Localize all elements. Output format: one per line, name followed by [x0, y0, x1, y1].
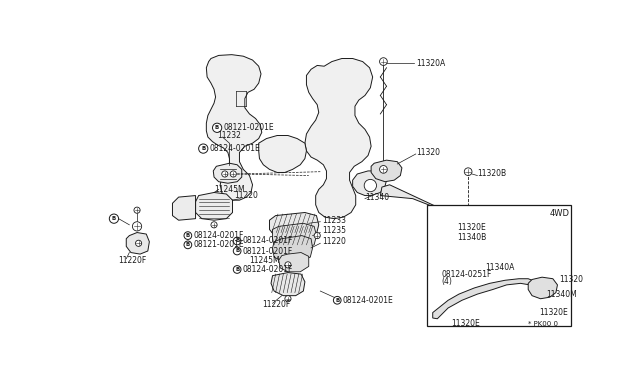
- Polygon shape: [305, 58, 372, 219]
- Polygon shape: [279, 253, 308, 272]
- Circle shape: [454, 298, 458, 302]
- Circle shape: [184, 241, 192, 249]
- Text: 08124-0201F: 08124-0201F: [193, 231, 244, 240]
- Circle shape: [212, 123, 221, 132]
- Polygon shape: [271, 273, 305, 296]
- Text: 11220: 11220: [322, 237, 346, 246]
- Text: B: B: [112, 216, 116, 221]
- Text: 11340: 11340: [365, 193, 389, 202]
- Circle shape: [230, 171, 236, 177]
- FancyBboxPatch shape: [427, 205, 572, 327]
- Polygon shape: [259, 135, 307, 173]
- Text: 11320A: 11320A: [416, 59, 445, 68]
- Text: 08124-0201F: 08124-0201F: [243, 237, 293, 246]
- Text: 11220: 11220: [234, 191, 258, 200]
- Text: 11320B: 11320B: [477, 170, 506, 179]
- Text: 11320E: 11320E: [539, 308, 568, 317]
- Text: 11320E: 11320E: [451, 319, 480, 328]
- Circle shape: [109, 214, 118, 223]
- Circle shape: [533, 308, 539, 314]
- Text: 08121-0201F: 08121-0201F: [243, 247, 292, 256]
- Text: B: B: [186, 242, 190, 247]
- Text: B: B: [201, 146, 205, 151]
- Circle shape: [285, 296, 291, 302]
- Polygon shape: [126, 232, 149, 254]
- Text: 11340B: 11340B: [458, 232, 486, 242]
- Polygon shape: [380, 185, 484, 273]
- Polygon shape: [213, 163, 242, 183]
- Polygon shape: [353, 171, 387, 196]
- Circle shape: [136, 240, 141, 246]
- Circle shape: [463, 259, 485, 280]
- Text: B: B: [215, 125, 220, 130]
- Text: B: B: [235, 267, 239, 272]
- Text: 08124-0251F: 08124-0251F: [441, 270, 492, 279]
- Text: 11220F: 11220F: [262, 301, 291, 310]
- Text: 08124-0201E: 08124-0201E: [342, 296, 394, 305]
- Circle shape: [184, 232, 192, 240]
- Text: 11320: 11320: [559, 275, 583, 284]
- Text: 11233: 11233: [322, 216, 346, 225]
- Circle shape: [480, 252, 488, 260]
- Text: 08124-0201F: 08124-0201F: [243, 265, 293, 274]
- Circle shape: [464, 219, 472, 227]
- Circle shape: [380, 58, 387, 65]
- Polygon shape: [196, 192, 232, 220]
- Circle shape: [364, 179, 376, 192]
- Text: B: B: [186, 233, 190, 238]
- Polygon shape: [172, 196, 196, 220]
- Polygon shape: [206, 55, 262, 200]
- Circle shape: [234, 237, 241, 245]
- Polygon shape: [273, 223, 316, 251]
- Text: B: B: [235, 248, 239, 253]
- Polygon shape: [269, 212, 319, 240]
- Text: 11245M: 11245M: [214, 185, 244, 194]
- Text: 11320E: 11320E: [458, 224, 486, 232]
- Circle shape: [516, 279, 521, 284]
- Text: 11340M: 11340M: [547, 290, 577, 299]
- Circle shape: [539, 284, 545, 290]
- Circle shape: [380, 166, 387, 173]
- Circle shape: [333, 296, 341, 304]
- Circle shape: [464, 168, 472, 176]
- Circle shape: [449, 236, 456, 244]
- Circle shape: [484, 284, 489, 289]
- Text: B: B: [434, 275, 438, 280]
- Circle shape: [432, 273, 440, 281]
- Text: 4WD: 4WD: [550, 209, 570, 218]
- Circle shape: [285, 262, 291, 268]
- Circle shape: [445, 317, 451, 323]
- Circle shape: [469, 289, 474, 294]
- Circle shape: [211, 222, 217, 228]
- Circle shape: [132, 222, 141, 231]
- Circle shape: [198, 144, 208, 153]
- Text: (4): (4): [441, 277, 452, 286]
- Text: 11245M: 11245M: [250, 256, 280, 265]
- Circle shape: [469, 264, 480, 275]
- Text: B: B: [235, 238, 239, 244]
- Circle shape: [234, 266, 241, 273]
- Text: 11235: 11235: [322, 227, 346, 235]
- Text: 08124-0201E: 08124-0201E: [209, 144, 260, 153]
- Text: 11220F: 11220F: [118, 256, 147, 265]
- Text: 11232: 11232: [217, 131, 241, 140]
- Circle shape: [234, 247, 241, 255]
- Text: * PK00 0: * PK00 0: [528, 321, 558, 327]
- Polygon shape: [273, 235, 312, 262]
- Text: 11320: 11320: [416, 148, 440, 157]
- Circle shape: [221, 171, 228, 177]
- Circle shape: [314, 232, 320, 239]
- Circle shape: [440, 307, 444, 312]
- Circle shape: [467, 228, 482, 243]
- Text: 08121-0201E: 08121-0201E: [193, 240, 244, 249]
- Polygon shape: [528, 277, 557, 299]
- Polygon shape: [371, 160, 402, 182]
- Text: B: B: [335, 298, 339, 303]
- Circle shape: [134, 207, 140, 213]
- Circle shape: [460, 222, 488, 250]
- Circle shape: [501, 281, 506, 286]
- Text: 11340A: 11340A: [485, 263, 515, 272]
- Text: 08121-0201E: 08121-0201E: [223, 123, 274, 132]
- Polygon shape: [433, 279, 540, 319]
